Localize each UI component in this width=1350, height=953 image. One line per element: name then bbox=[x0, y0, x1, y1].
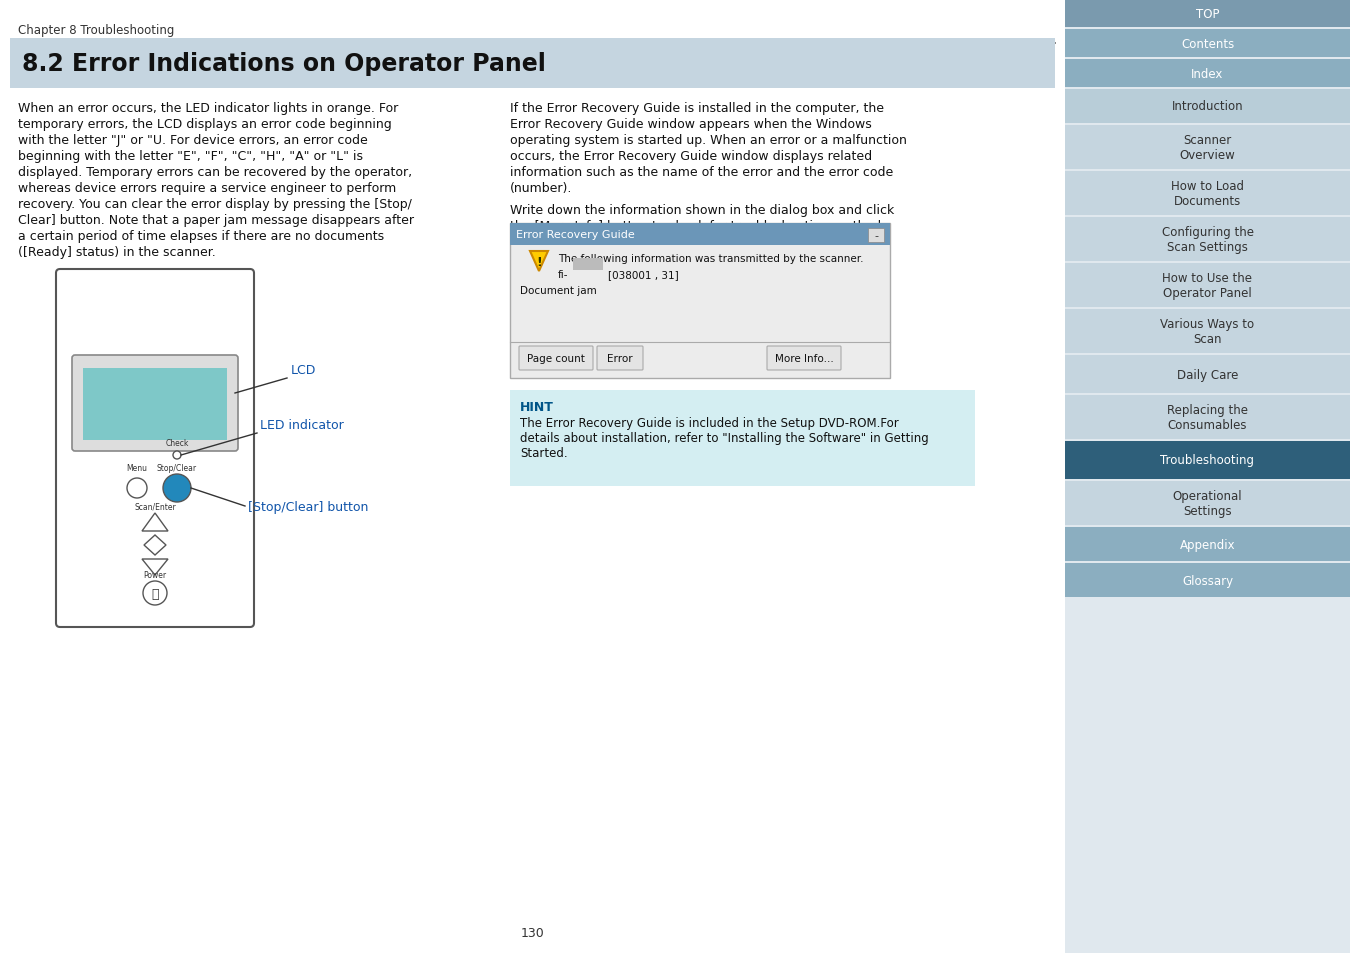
Text: operating system is started up. When an error or a malfunction: operating system is started up. When an … bbox=[510, 133, 907, 147]
Text: with the letter "J" or "U. For device errors, an error code: with the letter "J" or "U. For device er… bbox=[18, 133, 367, 147]
Text: information such as the name of the error and the error code: information such as the name of the erro… bbox=[510, 166, 894, 179]
Text: 130: 130 bbox=[521, 926, 544, 939]
Bar bbox=[1065, 563, 1350, 598]
Text: displayed. Temporary errors can be recovered by the operator,: displayed. Temporary errors can be recov… bbox=[18, 166, 412, 179]
FancyBboxPatch shape bbox=[597, 347, 643, 371]
Bar bbox=[572, 258, 603, 271]
Polygon shape bbox=[531, 252, 548, 272]
Text: The following information was transmitted by the scanner.: The following information was transmitte… bbox=[558, 253, 864, 264]
Text: a certain period of time elapses if there are no documents: a certain period of time elapses if ther… bbox=[18, 230, 385, 243]
Text: When an error occurs, the LED indicator lights in orange. For: When an error occurs, the LED indicator … bbox=[18, 102, 398, 115]
Polygon shape bbox=[142, 514, 167, 532]
Bar bbox=[82, 369, 227, 440]
FancyBboxPatch shape bbox=[72, 355, 238, 452]
Text: Index: Index bbox=[1191, 68, 1223, 80]
Polygon shape bbox=[144, 536, 166, 556]
Text: Check: Check bbox=[165, 438, 189, 448]
Text: Configuring the
Scan Settings: Configuring the Scan Settings bbox=[1161, 226, 1254, 253]
Text: Error: Error bbox=[608, 354, 633, 364]
Text: beginning with the letter "E", "F", "C", "H", "A" or "L" is: beginning with the letter "E", "F", "C",… bbox=[18, 150, 363, 163]
Text: (number).: (number). bbox=[510, 182, 572, 194]
Text: Page count: Page count bbox=[526, 354, 585, 364]
Bar bbox=[1065, 218, 1350, 262]
Text: HINT: HINT bbox=[520, 400, 554, 414]
Text: Scanner
Overview: Scanner Overview bbox=[1180, 133, 1235, 162]
Text: [038001 , 31]: [038001 , 31] bbox=[608, 270, 679, 280]
Text: Various Ways to
Scan: Various Ways to Scan bbox=[1161, 317, 1254, 346]
Text: More Info...: More Info... bbox=[775, 354, 833, 364]
Text: Power: Power bbox=[143, 571, 166, 579]
FancyBboxPatch shape bbox=[55, 270, 254, 627]
Text: Contents: Contents bbox=[1181, 37, 1234, 51]
Bar bbox=[510, 224, 890, 246]
Circle shape bbox=[143, 581, 167, 605]
Bar bbox=[510, 224, 890, 378]
FancyBboxPatch shape bbox=[767, 347, 841, 371]
Text: Replacing the
Consumables: Replacing the Consumables bbox=[1166, 403, 1247, 432]
Circle shape bbox=[173, 452, 181, 459]
Text: Menu: Menu bbox=[127, 463, 147, 473]
Text: -: - bbox=[873, 231, 878, 241]
Bar bbox=[1065, 30, 1350, 58]
Text: Stop/Clear: Stop/Clear bbox=[157, 463, 197, 473]
Bar bbox=[1065, 441, 1350, 479]
Text: Introduction: Introduction bbox=[1172, 100, 1243, 113]
Text: ([Ready] status) in the scanner.: ([Ready] status) in the scanner. bbox=[18, 246, 216, 258]
Text: whereas device errors require a service engineer to perform: whereas device errors require a service … bbox=[18, 182, 397, 194]
Bar bbox=[510, 391, 975, 486]
Text: LCD: LCD bbox=[292, 364, 316, 376]
Text: ⏻: ⏻ bbox=[151, 587, 159, 599]
Bar bbox=[1065, 527, 1350, 561]
Text: Glossary: Glossary bbox=[1183, 574, 1233, 587]
Bar bbox=[1065, 60, 1350, 88]
Text: temporary errors, the LCD displays an error code beginning: temporary errors, the LCD displays an er… bbox=[18, 118, 391, 131]
Bar bbox=[1065, 264, 1350, 308]
Bar bbox=[1065, 172, 1350, 215]
Text: TOP: TOP bbox=[1196, 8, 1219, 20]
Bar bbox=[868, 229, 884, 243]
Bar bbox=[1065, 355, 1350, 394]
Bar bbox=[1065, 90, 1350, 124]
Text: details about installation, refer to "Installing the Software" in Getting: details about installation, refer to "In… bbox=[520, 432, 929, 444]
Text: Operational
Settings: Operational Settings bbox=[1173, 490, 1242, 517]
Text: Daily Care: Daily Care bbox=[1177, 368, 1238, 381]
Bar bbox=[1065, 310, 1350, 354]
Text: [Stop/Clear] button: [Stop/Clear] button bbox=[248, 500, 369, 513]
Bar bbox=[0, 0, 1065, 953]
Text: Error Recovery Guide: Error Recovery Guide bbox=[516, 230, 634, 240]
Text: fi-: fi- bbox=[558, 270, 568, 280]
Bar bbox=[1065, 395, 1350, 439]
Bar bbox=[1065, 126, 1350, 170]
Text: the [More Info] button to check for troubleshooting methods.: the [More Info] button to check for trou… bbox=[510, 220, 891, 233]
Polygon shape bbox=[142, 559, 167, 576]
Text: If the Error Recovery Guide is installed in the computer, the: If the Error Recovery Guide is installed… bbox=[510, 102, 884, 115]
Text: The Error Recovery Guide is included in the Setup DVD-ROM.For: The Error Recovery Guide is included in … bbox=[520, 416, 899, 430]
Bar bbox=[1065, 0, 1350, 953]
Circle shape bbox=[163, 475, 190, 502]
Text: Write down the information shown in the dialog box and click: Write down the information shown in the … bbox=[510, 204, 894, 216]
Text: How to Use the
Operator Panel: How to Use the Operator Panel bbox=[1162, 272, 1253, 299]
Text: LED indicator: LED indicator bbox=[261, 418, 344, 432]
Text: 8.2 Error Indications on Operator Panel: 8.2 Error Indications on Operator Panel bbox=[22, 52, 545, 76]
Text: Document jam: Document jam bbox=[520, 286, 597, 295]
Text: Appendix: Appendix bbox=[1180, 537, 1235, 551]
FancyBboxPatch shape bbox=[518, 347, 593, 371]
Text: Error Recovery Guide window appears when the Windows: Error Recovery Guide window appears when… bbox=[510, 118, 872, 131]
Text: Scan/Enter: Scan/Enter bbox=[134, 502, 176, 512]
Text: How to Load
Documents: How to Load Documents bbox=[1170, 180, 1243, 208]
Bar bbox=[1065, 481, 1350, 525]
Text: Chapter 8 Troubleshooting: Chapter 8 Troubleshooting bbox=[18, 24, 174, 37]
Text: Clear] button. Note that a paper jam message disappears after: Clear] button. Note that a paper jam mes… bbox=[18, 213, 414, 227]
Text: !: ! bbox=[536, 255, 541, 268]
Bar bbox=[1065, 0, 1350, 28]
Text: Troubleshooting: Troubleshooting bbox=[1161, 454, 1254, 467]
Circle shape bbox=[127, 478, 147, 498]
Bar bbox=[9, 39, 1054, 89]
Text: Started.: Started. bbox=[520, 447, 567, 459]
Text: occurs, the Error Recovery Guide window displays related: occurs, the Error Recovery Guide window … bbox=[510, 150, 872, 163]
Text: recovery. You can clear the error display by pressing the [Stop/: recovery. You can clear the error displa… bbox=[18, 198, 412, 211]
